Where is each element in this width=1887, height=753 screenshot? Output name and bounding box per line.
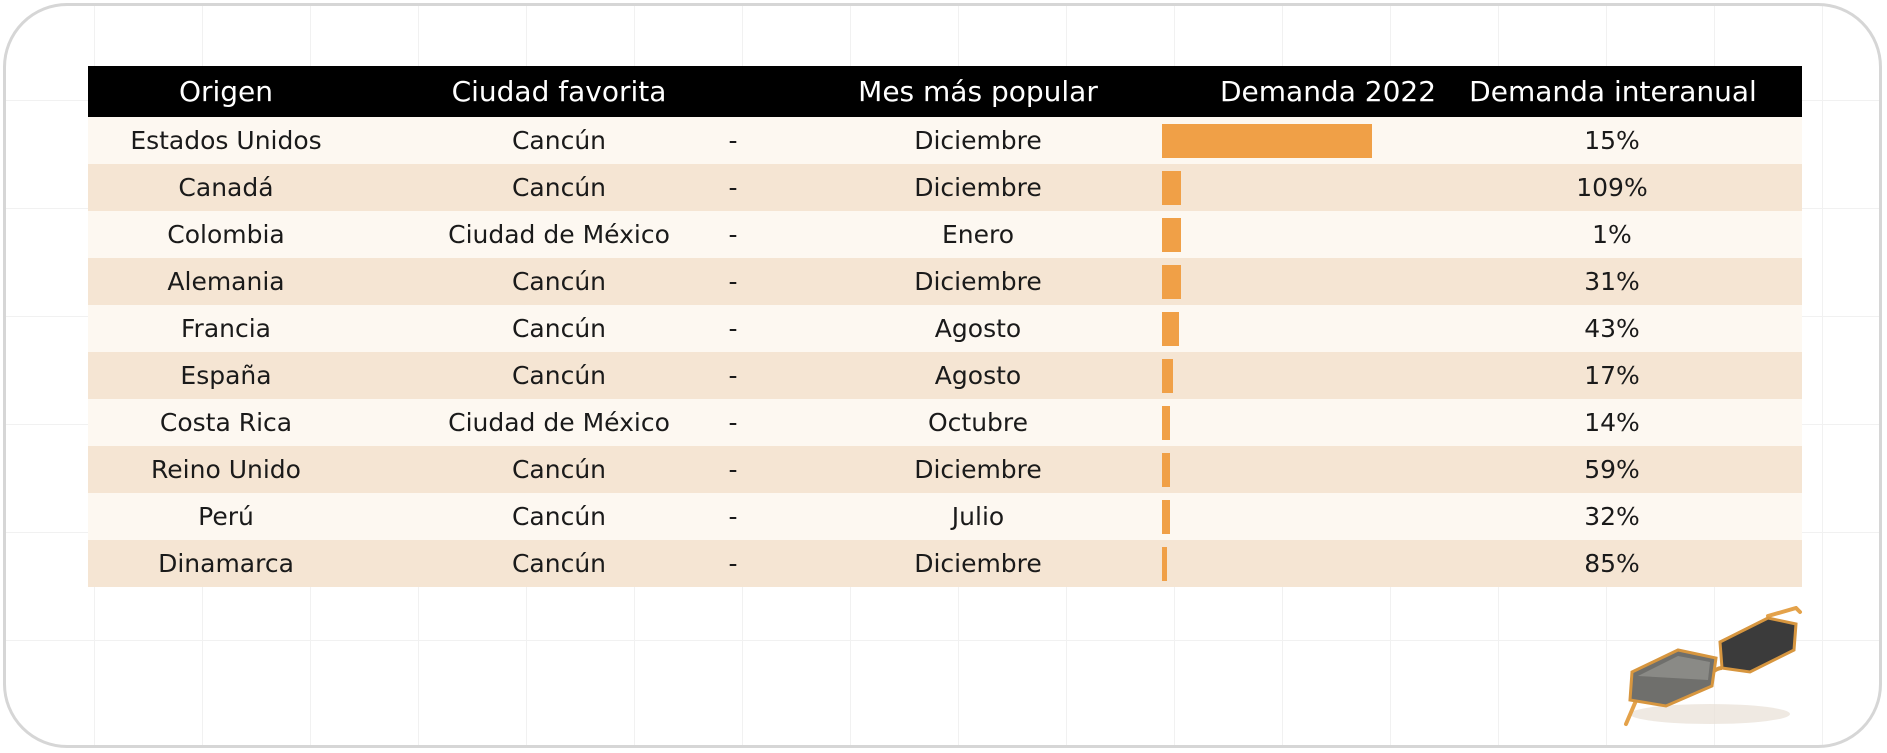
- cell-month: Octubre: [927, 408, 1029, 437]
- header-origin: Origen: [178, 75, 274, 108]
- cell-origin: Reino Unido: [151, 455, 301, 484]
- table-row: Alemania Cancún - Diciembre 31%: [88, 258, 1802, 305]
- cell-month: Enero: [941, 220, 1015, 249]
- cell-yoy: 43%: [1584, 314, 1640, 343]
- cell-demand: [1162, 123, 1422, 158]
- cell-origin: Francia: [180, 314, 271, 343]
- demand-bar: [1162, 452, 1170, 487]
- demand-bar: [1162, 405, 1170, 440]
- header-demand: Demanda 2022: [1219, 75, 1437, 108]
- demand-bar: [1162, 123, 1372, 158]
- demand-bar: [1162, 264, 1181, 299]
- cell-dash: -: [728, 220, 738, 249]
- cell-origin: España: [180, 361, 272, 390]
- cell-dash: -: [728, 408, 738, 437]
- cell-origin: Colombia: [167, 220, 285, 249]
- cell-city: Cancún: [511, 502, 607, 531]
- table-row: Colombia Ciudad de México - Enero 1%: [88, 211, 1802, 258]
- cell-origin: Estados Unidos: [130, 126, 322, 155]
- demand-bar: [1162, 170, 1181, 205]
- cell-city: Cancún: [511, 173, 607, 202]
- cell-city: Ciudad de México: [448, 220, 670, 249]
- cell-origin: Canadá: [178, 173, 274, 202]
- header-yoy: Demanda interanual: [1469, 75, 1757, 108]
- cell-dash: -: [728, 455, 738, 484]
- cell-dash: -: [728, 314, 738, 343]
- cell-yoy: 1%: [1592, 220, 1632, 249]
- table-body: Estados Unidos Cancún - Diciembre 15% Canadá C…: [88, 117, 1802, 587]
- demand-table: Origen Ciudad favorita Mes más popular D…: [88, 66, 1802, 587]
- cell-origin: Perú: [198, 502, 254, 531]
- cell-demand: [1162, 311, 1422, 346]
- table-row: Estados Unidos Cancún - Diciembre 15%: [88, 117, 1802, 164]
- cell-city: Cancún: [511, 549, 607, 578]
- cell-demand: [1162, 358, 1422, 393]
- cell-demand: [1162, 499, 1422, 534]
- cell-demand: [1162, 264, 1422, 299]
- table-row: Costa Rica Ciudad de México - Octubre 14%: [88, 399, 1802, 446]
- cell-month: Diciembre: [914, 267, 1042, 296]
- cell-yoy: 32%: [1584, 502, 1640, 531]
- cell-demand: [1162, 217, 1422, 252]
- cell-month: Diciembre: [914, 173, 1042, 202]
- card: Origen Ciudad favorita Mes más popular D…: [3, 3, 1882, 748]
- table-row: Canadá Cancún - Diciembre 109%: [88, 164, 1802, 211]
- cell-month: Agosto: [934, 314, 1022, 343]
- cell-city: Cancún: [511, 314, 607, 343]
- cell-month: Agosto: [934, 361, 1022, 390]
- cell-origin: Costa Rica: [159, 408, 293, 437]
- cell-city: Cancún: [511, 361, 607, 390]
- table-header: Origen Ciudad favorita Mes más popular D…: [88, 66, 1802, 117]
- cell-dash: -: [728, 549, 738, 578]
- cell-dash: -: [728, 502, 738, 531]
- cell-dash: -: [728, 173, 738, 202]
- cell-demand: [1162, 452, 1422, 487]
- table-row: Dinamarca Cancún - Diciembre 85%: [88, 540, 1802, 587]
- cell-demand: [1162, 546, 1422, 581]
- cell-yoy: 14%: [1584, 408, 1640, 437]
- cell-dash: -: [728, 267, 738, 296]
- table-row: Perú Cancún - Julio 32%: [88, 493, 1802, 540]
- demand-bar: [1162, 311, 1179, 346]
- sunglasses-icon: [1624, 606, 1802, 726]
- cell-city: Cancún: [511, 455, 607, 484]
- cell-month: Diciembre: [914, 549, 1042, 578]
- demand-bar: [1162, 217, 1181, 252]
- cell-demand: [1162, 170, 1422, 205]
- cell-dash: -: [728, 126, 738, 155]
- demand-bar: [1162, 546, 1167, 581]
- table-row: Reino Unido Cancún - Diciembre 59%: [88, 446, 1802, 493]
- cell-month: Julio: [951, 502, 1005, 531]
- cell-origin: Dinamarca: [158, 549, 294, 578]
- cell-month: Diciembre: [914, 126, 1042, 155]
- table-row: Francia Cancún - Agosto 43%: [88, 305, 1802, 352]
- cell-yoy: 109%: [1576, 173, 1648, 202]
- cell-yoy: 59%: [1584, 455, 1640, 484]
- header-city: Ciudad favorita: [451, 75, 667, 108]
- cell-city: Cancún: [511, 126, 607, 155]
- cell-yoy: 31%: [1584, 267, 1640, 296]
- demand-bar: [1162, 499, 1170, 534]
- cell-month: Diciembre: [914, 455, 1042, 484]
- cell-yoy: 15%: [1584, 126, 1640, 155]
- cell-city: Ciudad de México: [448, 408, 670, 437]
- cell-demand: [1162, 405, 1422, 440]
- cell-yoy: 17%: [1584, 361, 1640, 390]
- cell-yoy: 85%: [1584, 549, 1640, 578]
- cell-dash: -: [728, 361, 738, 390]
- header-month: Mes más popular: [858, 75, 1098, 108]
- cell-origin: Alemania: [167, 267, 285, 296]
- table-row: España Cancún - Agosto 17%: [88, 352, 1802, 399]
- demand-bar: [1162, 358, 1173, 393]
- cell-city: Cancún: [511, 267, 607, 296]
